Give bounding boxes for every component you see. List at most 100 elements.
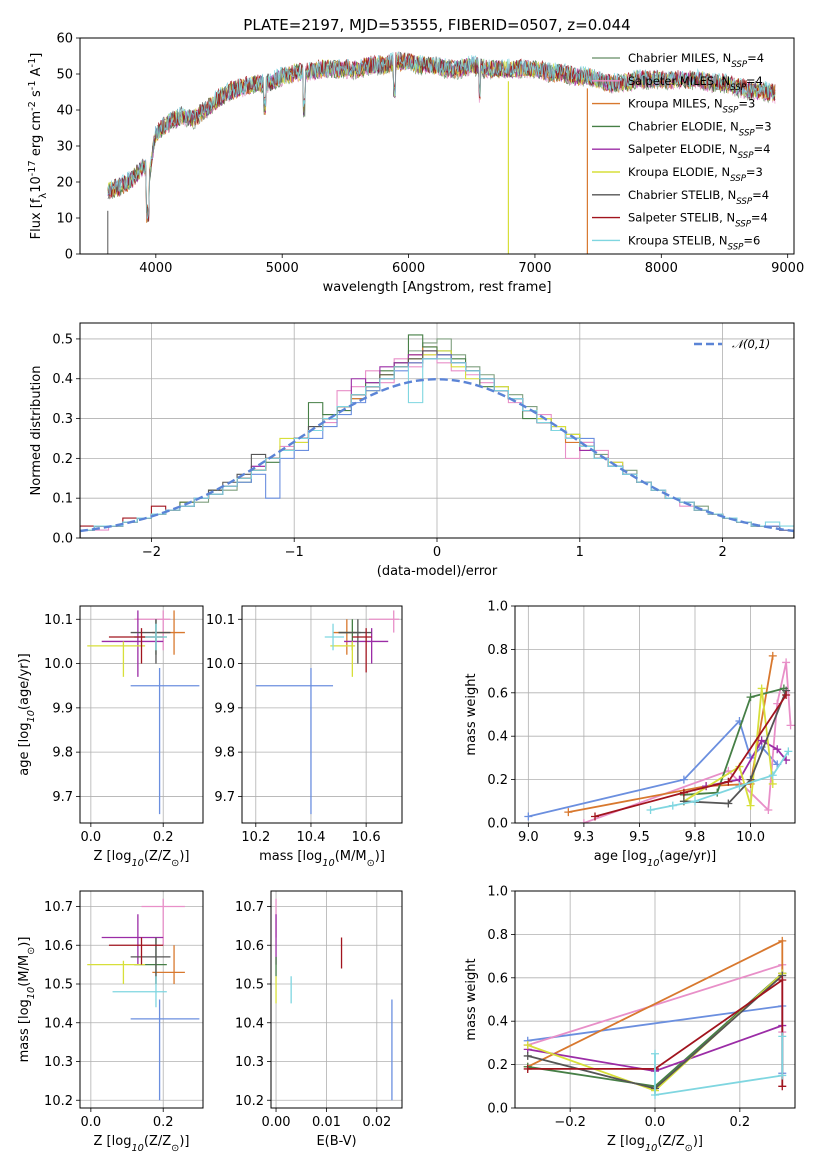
chart-z-age: 0.0 0.2 9.7 9.8 9.9 10.0 10.1 Z [log10(Z/Z⊙)] ag… <box>17 605 204 869</box>
legend: 𝒩(0,1) <box>694 337 770 351</box>
chart-residuals: −2 −1 0 1 2 0.0 0.1 0.2 0.3 0.4 0.5 (data-model)/er… <box>29 322 795 579</box>
x-tick-label: 5000 <box>266 261 299 276</box>
weight-marker <box>782 658 791 667</box>
legend-entry: Salpeter MILES, NSSP=4 <box>628 74 763 93</box>
weight-marker <box>735 782 744 791</box>
y-tick-label: 10.5 <box>44 978 73 993</box>
weight-line <box>594 694 787 818</box>
legend-entry: Chabrier STELIB, NSSP=4 <box>628 188 769 207</box>
weight-marker <box>746 801 755 810</box>
x-tick-label: 7000 <box>518 261 551 276</box>
y-tick-label: 10.4 <box>235 1016 264 1031</box>
axes-frame <box>79 890 204 1109</box>
x-tick-label: 0.2 <box>730 1115 751 1130</box>
legend-entry: Chabrier ELODIE, NSSP=3 <box>628 119 772 138</box>
axes-frame <box>79 322 795 539</box>
y-tick-label: 10.6 <box>235 939 264 954</box>
weight-marker <box>564 808 573 817</box>
weight-line <box>528 719 778 818</box>
x-tick-label: 8000 <box>645 261 678 276</box>
axes-frame <box>79 605 204 824</box>
y-tick-label: 10.6 <box>44 939 73 954</box>
y-axis-label: Normed distribution <box>29 366 44 496</box>
y-tick-label: 10.2 <box>235 1094 264 1109</box>
weight-marker <box>651 1049 659 1058</box>
axes-frame <box>241 605 403 824</box>
y-tick-label: 10.3 <box>44 1055 73 1070</box>
legend-entry: Kroupa STELIB, NSSP=6 <box>628 233 760 252</box>
y-tick-label: 1.0 <box>487 600 508 615</box>
weight-marker <box>523 1064 532 1073</box>
plot-area <box>107 51 776 254</box>
y-tick-label: 0.6 <box>487 686 508 701</box>
y-tick-label: 0.8 <box>487 643 508 658</box>
y-tick-label: 9.7 <box>52 790 73 805</box>
y-tick-label: 0.2 <box>52 452 73 467</box>
plot-area <box>87 610 200 815</box>
y-tick-label: 20 <box>56 176 73 191</box>
y-axis-label: mass weight <box>464 958 479 1040</box>
weight-marker <box>768 779 777 788</box>
y-tick-label: 0.4 <box>52 372 73 387</box>
y-tick-label: 9.7 <box>214 790 235 805</box>
weight-marker <box>591 812 599 821</box>
x-tick-label: −1 <box>285 545 304 560</box>
x-axis-label: E(B-V) <box>316 1134 356 1149</box>
x-tick-label: −0.2 <box>554 1115 586 1130</box>
y-tick-label: 60 <box>56 32 73 47</box>
x-tick-label: 6000 <box>392 261 425 276</box>
weight-marker <box>768 771 777 780</box>
y-tick-label: 0.3 <box>52 412 73 427</box>
plot-area <box>255 610 400 815</box>
weight-line <box>683 690 787 805</box>
x-tick-label: 9.8 <box>685 830 706 845</box>
y-tick-label: 10.7 <box>44 900 73 915</box>
x-tick-label: 0.00 <box>262 1115 291 1130</box>
chart-mass-age: 10.2 10.4 10.6 9.7 9.8 9.9 10.0 10.1 mass [log10… <box>206 605 403 869</box>
y-tick-label: 10.7 <box>235 900 264 915</box>
y-tick-label: 0.4 <box>487 730 508 745</box>
axes-frame <box>270 890 403 1109</box>
x-tick-label: 9.0 <box>518 830 539 845</box>
gaussian-curve <box>80 377 794 533</box>
weight-marker <box>523 1041 532 1050</box>
y-axis-label: age [log10(age/yr)] <box>17 653 37 776</box>
y-tick-label: 0.0 <box>487 1102 508 1117</box>
weight-marker <box>691 797 699 806</box>
weight-marker <box>746 693 755 702</box>
chart-spectrum: 4000 5000 6000 7000 8000 9000 0 10 20 30 40 50 60 wav… <box>27 16 805 295</box>
y-tick-label: 9.8 <box>214 746 235 761</box>
weight-marker <box>679 788 688 797</box>
spectrum-line <box>107 51 776 222</box>
chart-z-mass: 0.0 0.2 10.2 10.3 10.4 10.5 10.6 10.7 Z [log10(Z… <box>17 890 204 1154</box>
x-axis-label: (data-model)/error <box>377 564 498 579</box>
x-axis-label: Z [log10(Z/Z⊙)] <box>607 1134 703 1154</box>
x-tick-label: 0.0 <box>81 830 102 845</box>
legend-entry: Salpeter STELIB, NSSP=4 <box>628 211 768 230</box>
chart-ebv-mass: 0.00 0.01 0.02 10.2 10.3 10.4 10.5 10.6 10.7 E(B-… <box>235 890 403 1149</box>
x-tick-label: 0 <box>433 545 441 560</box>
plot-area <box>523 936 787 1099</box>
legend-entry: Kroupa ELODIE, NSSP=3 <box>628 165 763 184</box>
y-tick-label: 0 <box>65 248 73 263</box>
y-tick-label: 0.8 <box>487 928 508 943</box>
weight-marker <box>768 651 777 660</box>
x-tick-label: 10.0 <box>736 830 765 845</box>
weight-marker <box>784 747 793 756</box>
x-tick-label: 0.2 <box>153 1115 174 1130</box>
x-tick-label: 4000 <box>139 261 172 276</box>
y-tick-label: 10.0 <box>44 657 73 672</box>
weight-marker <box>579 819 588 823</box>
x-axis-label: mass [log10(M/M⊙)] <box>259 849 385 869</box>
weight-line <box>583 662 792 823</box>
y-tick-label: 0.0 <box>487 817 508 832</box>
y-tick-label: 0.2 <box>487 773 508 788</box>
y-tick-label: 0.6 <box>487 971 508 986</box>
x-axis-label: age [log10(age/yr)] <box>594 849 717 869</box>
y-tick-label: 10.0 <box>206 657 235 672</box>
x-tick-label: 0.01 <box>312 1115 341 1130</box>
y-axis-label: mass weight <box>464 673 479 755</box>
y-tick-label: 30 <box>56 140 73 155</box>
weight-line <box>650 750 790 811</box>
